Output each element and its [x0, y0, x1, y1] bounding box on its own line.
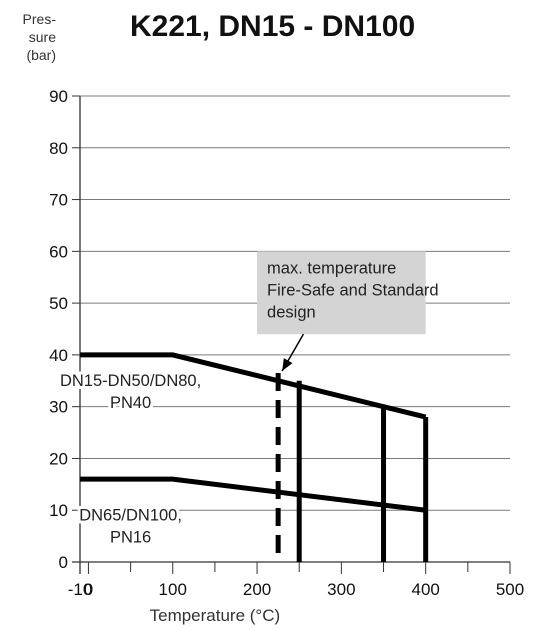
y-tick-label: 60	[49, 242, 68, 261]
series-label: DN15-DN50/DN80,	[60, 372, 201, 390]
y-axis-label-line: Pres-	[22, 11, 56, 27]
x-tick-label: 400	[411, 580, 439, 599]
annotation-box	[257, 251, 426, 335]
y-tick-label: 0	[59, 553, 68, 572]
series-label: PN40	[110, 394, 151, 412]
y-tick-label: 90	[49, 87, 68, 106]
annotation-text: Fire-Safe and Standard	[267, 281, 439, 299]
x-tick-label: 100	[159, 580, 187, 599]
y-tick-label: 20	[49, 449, 68, 468]
y-tick-label: 70	[49, 191, 68, 210]
y-axis-label-line: sure	[28, 29, 56, 45]
y-tick-label: 50	[49, 294, 68, 313]
y-tick-label: 10	[49, 501, 68, 520]
y-tick-label: 30	[49, 398, 68, 417]
y-axis-label-line: (bar)	[26, 47, 56, 63]
x-tick-label: 500	[496, 580, 524, 599]
x-tick-label: -10	[68, 580, 93, 599]
series-label: PN16	[110, 529, 151, 547]
annotation-text: max. temperature	[267, 259, 396, 277]
x-tick-label: 300	[327, 580, 355, 599]
x-tick-label: 0	[84, 580, 93, 599]
y-tick-label: 40	[49, 346, 68, 365]
annotation-arrowhead	[282, 358, 293, 372]
y-axis-label: Pres- sure (bar)	[6, 10, 56, 64]
chart-title: K221, DN15 - DN100	[130, 10, 416, 43]
y-tick-label: 80	[49, 139, 68, 158]
x-tick-label: 200	[243, 580, 271, 599]
series-label: DN65/DN100,	[79, 507, 182, 525]
series-line	[80, 476, 426, 513]
annotation-text: design	[267, 303, 316, 321]
x-axis-label: Temperature (°C)	[150, 606, 281, 625]
